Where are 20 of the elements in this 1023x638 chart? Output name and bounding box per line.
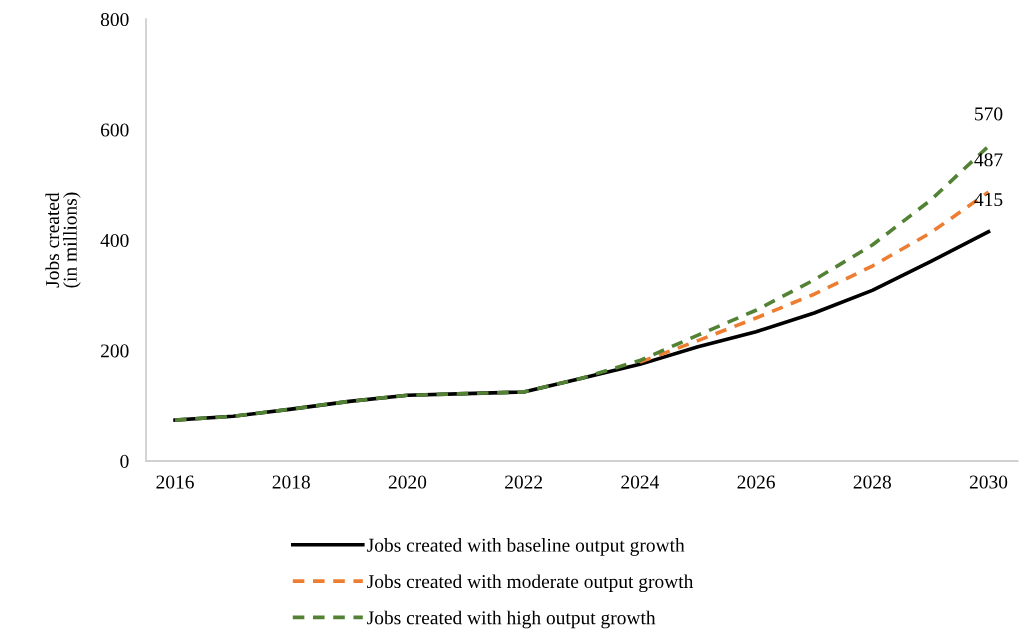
legend-label: Jobs created with moderate output growth <box>367 574 694 593</box>
x-tick-label: 2026 <box>737 475 775 489</box>
legend-label: Jobs created with high output growth <box>367 610 656 629</box>
y-axis-title: Jobs created (in millions) <box>45 192 81 288</box>
y-tick-label: 0 <box>120 454 129 468</box>
data-label: 570 <box>975 107 1003 121</box>
x-tick-label: 2016 <box>156 475 194 489</box>
legend-label: Jobs created with baseline output growth <box>367 538 685 556</box>
x-tick-label: 2024 <box>621 475 660 489</box>
data-label: 487 <box>974 153 1003 167</box>
y-tick-label: 800 <box>100 12 129 27</box>
data-label: 415 <box>974 193 1003 207</box>
x-tick-label: 2030 <box>969 475 1008 489</box>
y-tick-label: 400 <box>100 233 129 248</box>
y-tick-label: 200 <box>101 344 129 358</box>
x-tick-label: 2018 <box>272 475 310 489</box>
y-tick-label: 600 <box>100 123 129 137</box>
x-tick-label: 2028 <box>853 475 892 489</box>
x-tick-label: 2020 <box>388 475 427 489</box>
x-tick-label: 2022 <box>505 475 543 489</box>
